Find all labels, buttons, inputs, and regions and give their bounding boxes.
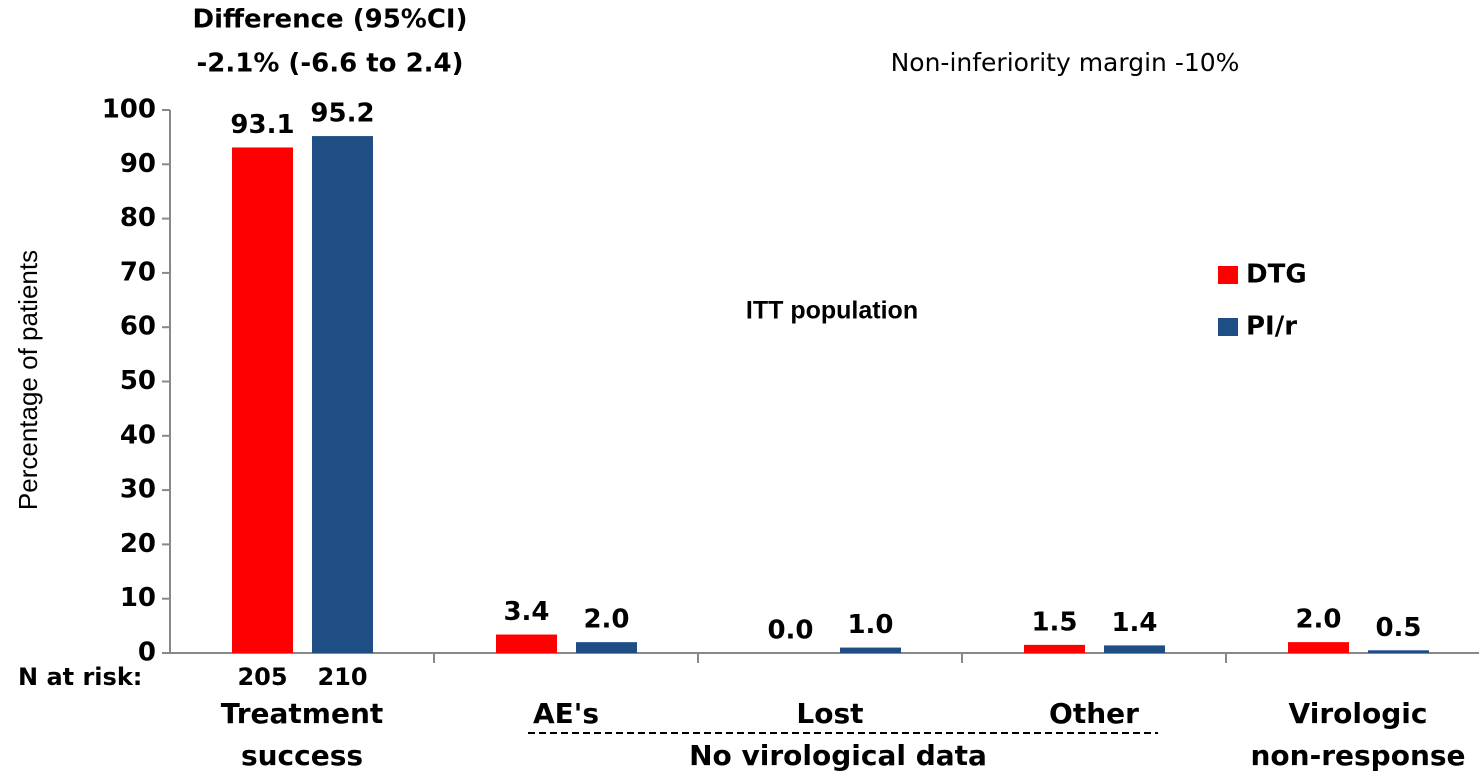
- y-tick-label: 40: [120, 420, 156, 450]
- bar: [1104, 645, 1165, 653]
- bar: [1024, 644, 1085, 653]
- data-label: 0.0: [767, 616, 813, 646]
- legend-label: DTG: [1246, 260, 1307, 290]
- n-at-risk-value: 205: [237, 663, 287, 691]
- y-tick-label: 20: [120, 529, 156, 559]
- data-label: 2.0: [583, 605, 629, 635]
- n-at-risk-value: 210: [317, 663, 367, 691]
- data-label: 2.0: [1295, 605, 1341, 635]
- data-label: 0.5: [1375, 613, 1421, 643]
- x-tick-label: success: [241, 739, 363, 772]
- legend-label: PI/r: [1246, 312, 1297, 342]
- y-tick-label: 30: [120, 475, 156, 505]
- annotation: Difference (95%CI): [192, 5, 467, 35]
- bar: [496, 634, 557, 653]
- x-tick-label: Other: [1049, 697, 1139, 730]
- bar: [840, 647, 901, 653]
- y-tick-label: 90: [120, 149, 156, 179]
- data-label: 1.0: [847, 610, 893, 640]
- y-tick-label: 80: [120, 203, 156, 233]
- y-tick-label: 100: [102, 95, 156, 125]
- bar: [1368, 650, 1429, 653]
- x-tick-label: Treatment: [221, 697, 384, 730]
- x-tick-label: AE's: [533, 697, 599, 730]
- bar: [1288, 642, 1349, 653]
- legend-swatch: [1218, 318, 1238, 336]
- bar: [312, 136, 373, 654]
- y-axis-label: Percentage of patients: [13, 250, 43, 510]
- annotation: ITT population: [746, 297, 918, 325]
- y-tick-label: 60: [120, 312, 156, 342]
- group-label: No virological data: [689, 739, 987, 772]
- x-tick-label: non-response: [1250, 739, 1465, 772]
- data-label: 3.4: [503, 597, 549, 627]
- x-tick-label: Lost: [796, 697, 863, 730]
- x-tick-label: Virologic: [1289, 697, 1428, 730]
- y-tick-label: 10: [120, 583, 156, 613]
- bar: [232, 147, 293, 654]
- bar: [576, 642, 637, 653]
- data-label: 1.5: [1031, 607, 1077, 637]
- y-tick-label: 70: [120, 257, 156, 287]
- annotation: Non-inferiority margin -10%: [891, 48, 1240, 77]
- y-tick-label: 0: [138, 638, 156, 668]
- data-label: 1.4: [1111, 608, 1157, 638]
- data-label: 95.2: [310, 99, 374, 129]
- data-label: 93.1: [230, 110, 294, 140]
- y-tick-label: 50: [120, 366, 156, 396]
- n-at-risk-label: N at risk:: [18, 663, 142, 691]
- annotation: -2.1% (-6.6 to 2.4): [196, 49, 463, 79]
- legend-swatch: [1218, 266, 1238, 284]
